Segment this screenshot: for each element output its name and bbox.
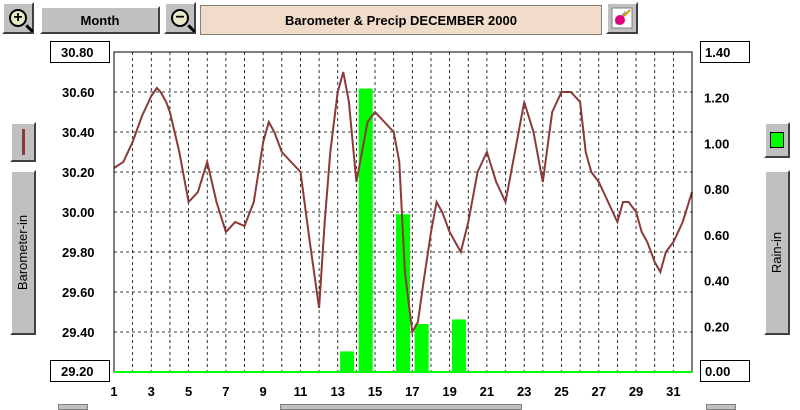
x-tick-label: 1 xyxy=(110,384,117,399)
right-tick-label: 1.00 xyxy=(704,136,729,151)
x-tick-label: 31 xyxy=(666,384,680,399)
scroll-left-button[interactable] xyxy=(58,404,88,410)
left-tick-label: 29.80 xyxy=(62,245,95,260)
zoom-in-button[interactable]: + xyxy=(2,2,34,34)
minus-magnifier-icon: − xyxy=(171,9,196,33)
barometer-series-button[interactable] xyxy=(10,122,36,162)
left-bottom-readout: 29.20 xyxy=(50,360,110,382)
left-tick-label: 30.60 xyxy=(62,85,95,100)
zoom-out-button[interactable]: − xyxy=(164,2,196,34)
left-tick-label: 29.60 xyxy=(62,285,95,300)
x-tick-label: 3 xyxy=(148,384,155,399)
x-tick-label: 17 xyxy=(405,384,419,399)
left-axis-ticks: 29.40 29.60 29.80 30.00 30.20 30.40 30.60 xyxy=(62,85,95,340)
scroll-right-button[interactable] xyxy=(706,404,736,410)
left-tick-label: 30.00 xyxy=(62,205,95,220)
barometer-series-line xyxy=(113,71,693,336)
x-tick-label: 7 xyxy=(222,384,229,399)
rain-series-button[interactable] xyxy=(764,122,790,158)
right-tick-label: 0.80 xyxy=(704,182,729,197)
right-tick-label: 0.40 xyxy=(704,274,729,289)
x-tick-label: 19 xyxy=(442,384,456,399)
barometer-axis-button[interactable]: Barometer-in xyxy=(10,170,36,335)
rain-color-swatch xyxy=(770,132,784,148)
barometer-color-swatch xyxy=(21,129,25,155)
plus-magnifier-icon: + xyxy=(9,9,34,33)
horizontal-scrollbar[interactable] xyxy=(280,404,522,410)
rain-bar xyxy=(358,88,373,373)
rain-bar xyxy=(396,214,410,372)
left-tick-label: 30.40 xyxy=(62,125,95,140)
left-top-readout: 30.80 xyxy=(50,41,110,63)
right-top-readout: 1.40 xyxy=(700,41,750,63)
rain-bar xyxy=(451,319,466,372)
right-axis-ticks: 0.20 0.40 0.60 0.80 1.00 1.20 xyxy=(704,91,729,335)
right-tick-label: 1.20 xyxy=(704,91,729,106)
x-tick-label: 21 xyxy=(480,384,494,399)
left-tick-label: 30.20 xyxy=(62,165,95,180)
x-tick-label: 9 xyxy=(260,384,267,399)
rain-bar xyxy=(414,324,429,372)
period-button[interactable]: Month xyxy=(40,6,160,34)
settings-button[interactable] xyxy=(606,2,638,34)
period-label: Month xyxy=(80,12,120,28)
rain-bars xyxy=(340,88,466,373)
rain-axis-button[interactable]: Rain-in xyxy=(764,170,790,335)
x-tick-label: 25 xyxy=(554,384,568,399)
x-tick-label: 23 xyxy=(517,384,531,399)
x-tick-label: 11 xyxy=(294,384,308,399)
x-axis-ticks: 1 3 5 7 9 11 13 15 17 19 21 23 25 27 29 31 xyxy=(110,384,680,399)
right-bottom-readout: 0.00 xyxy=(700,360,750,382)
x-tick-label: 27 xyxy=(592,384,606,399)
x-tick-label: 13 xyxy=(331,384,345,399)
right-tick-label: 0.20 xyxy=(704,319,729,334)
left-tick-label: 29.40 xyxy=(62,325,95,340)
rain-bar xyxy=(340,351,355,372)
x-tick-label: 15 xyxy=(368,384,382,399)
barometer-line xyxy=(113,71,693,336)
paint-brush-icon xyxy=(611,7,633,29)
x-tick-label: 5 xyxy=(185,384,192,399)
right-tick-label: 0.60 xyxy=(704,228,729,243)
x-tick-label: 29 xyxy=(629,384,643,399)
chart-title: Barometer & Precip DECEMBER 2000 xyxy=(200,5,602,35)
